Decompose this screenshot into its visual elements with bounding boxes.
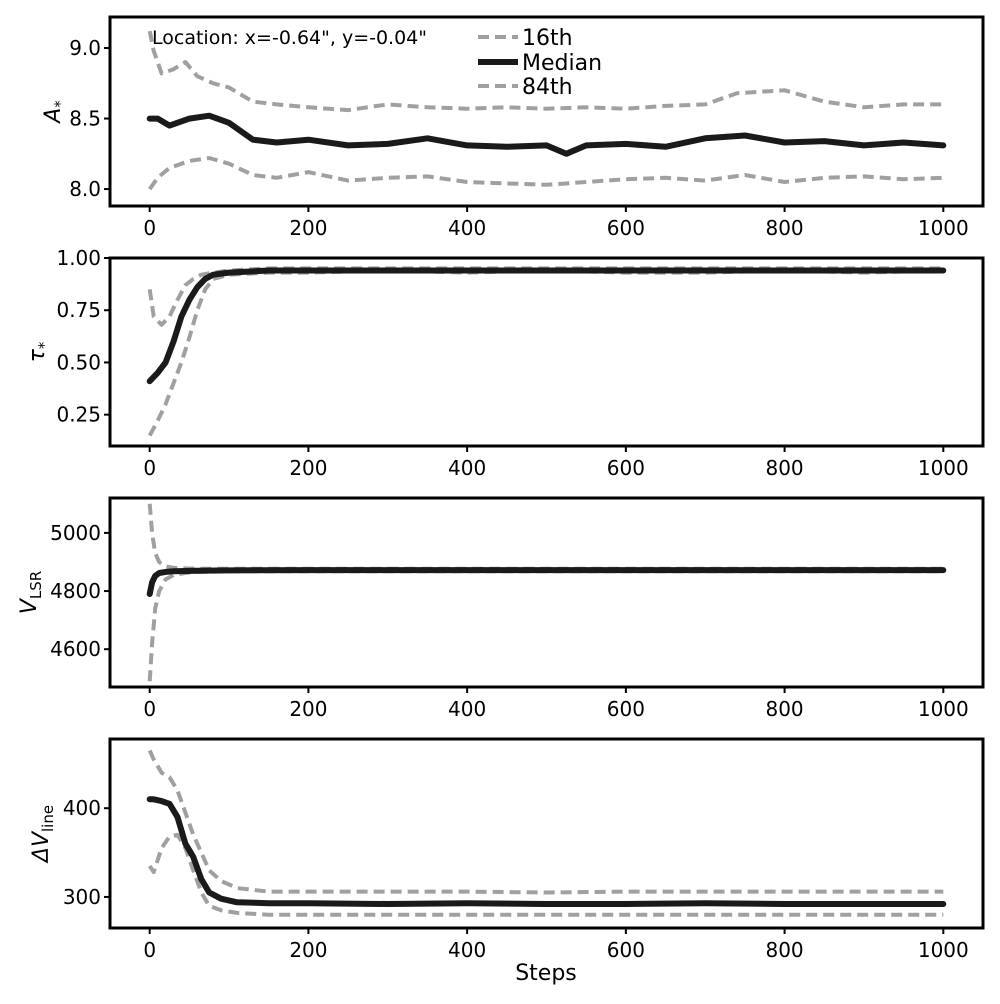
- x-tick-label: 1000: [918, 456, 969, 480]
- x-tick-label: 200: [289, 216, 327, 240]
- x-tick-label: 400: [448, 938, 486, 962]
- x-tick-label: 0: [143, 697, 156, 721]
- series-84th-line: [147, 266, 944, 327]
- series-median-line: [146, 796, 947, 907]
- legend-entry-84th: 84th: [478, 75, 573, 100]
- panel-a-star: 0 200 400 600 800 1000 8.0 8.5 9.0 A*: [41, 15, 985, 240]
- y-tick-label: 8.0: [69, 177, 101, 201]
- y-axis-symbol: V: [17, 597, 42, 614]
- y-tick-label: 0.25: [56, 403, 101, 427]
- tick-layer: 0 200 400 600 800 1000 0.25 0.50 0.75 1.00: [56, 246, 968, 480]
- y-tick-label: 0.75: [56, 298, 101, 322]
- y-tick-label: 4800: [50, 579, 101, 603]
- x-axis-title: Steps: [515, 961, 577, 986]
- y-axis-subscript: *: [51, 100, 69, 108]
- x-tick-label: 1000: [918, 216, 969, 240]
- plot-frame: [108, 15, 985, 208]
- legend-label: 84th: [522, 75, 573, 100]
- legend-label: Median: [522, 51, 602, 76]
- y-tick-label: 4600: [50, 637, 101, 661]
- y-axis-symbol: A: [41, 108, 66, 125]
- series-84th-line: [147, 749, 944, 895]
- panel-tau-star: 0 200 400 600 800 1000 0.25 0.50 0.75 1.00 τ*: [25, 246, 985, 480]
- x-tick-label: 800: [765, 216, 803, 240]
- x-tick-label: 200: [289, 456, 327, 480]
- y-tick-label: 300: [63, 885, 101, 909]
- x-tick-label: 1000: [918, 938, 969, 962]
- series-layer: [146, 266, 947, 437]
- panel-delta-v-line: 0 200 400 600 800 1000 300 400 ΔVline: [29, 737, 985, 962]
- y-axis-symbol: τ: [25, 348, 50, 362]
- series-layer: [146, 30, 947, 191]
- series-16th-line: [148, 832, 944, 917]
- series-16th-line: [147, 268, 944, 437]
- x-tick-label: 600: [607, 697, 645, 721]
- x-tick-label: 0: [143, 216, 156, 240]
- series-layer: [146, 749, 947, 917]
- x-tick-label: 400: [448, 216, 486, 240]
- series-median-line: [146, 567, 947, 597]
- series-16th-line: [148, 156, 944, 191]
- x-tick-label: 400: [448, 456, 486, 480]
- legend: 16th Median 84th: [478, 26, 602, 100]
- x-tick-label: 800: [765, 456, 803, 480]
- series-median-line: [146, 112, 947, 157]
- y-axis-subscript: LSR: [27, 571, 45, 599]
- series-84th-line: [147, 503, 944, 571]
- x-tick-label: 600: [607, 938, 645, 962]
- tick-layer: 0 200 400 600 800 1000 4600 4800 5000: [50, 521, 969, 721]
- y-tick-label: 1.00: [56, 246, 101, 270]
- y-axis-title: A*: [41, 100, 69, 125]
- series-16th-line: [147, 569, 944, 682]
- y-axis-title: VLSR: [17, 571, 45, 614]
- series-median-line: [146, 267, 947, 385]
- x-tick-label: 0: [143, 456, 156, 480]
- plot-frame: [108, 496, 985, 689]
- x-tick-label: 600: [607, 216, 645, 240]
- x-tick-label: 800: [765, 938, 803, 962]
- legend-entry-median: Median: [478, 51, 602, 76]
- y-tick-label: 400: [63, 796, 101, 820]
- y-axis-symbol: ΔV: [29, 830, 54, 864]
- legend-label: 16th: [522, 26, 573, 51]
- tick-layer: 0 200 400 600 800 1000 300 400: [63, 796, 969, 962]
- y-axis-title: τ*: [25, 341, 53, 362]
- panel-v-lsr: 0 200 400 600 800 1000 4600 4800 5000 VLSR: [17, 496, 985, 721]
- series-84th-line: [147, 30, 944, 113]
- x-tick-label: 200: [289, 697, 327, 721]
- y-tick-label: 9.0: [69, 36, 101, 60]
- x-tick-label: 400: [448, 697, 486, 721]
- x-tick-label: 1000: [918, 697, 969, 721]
- x-tick-label: 800: [765, 697, 803, 721]
- y-axis-subscript: line: [39, 805, 57, 832]
- series-layer: [146, 503, 947, 682]
- y-tick-label: 8.5: [69, 107, 101, 131]
- x-tick-label: 200: [289, 938, 327, 962]
- y-axis-subscript: *: [35, 341, 53, 349]
- legend-entry-16th: 16th: [478, 26, 573, 51]
- y-tick-label: 0.50: [56, 350, 101, 374]
- plot-frame: [108, 737, 985, 930]
- plot-frame: [108, 256, 985, 448]
- x-tick-label: 0: [143, 938, 156, 962]
- tick-layer: 0 200 400 600 800 1000 8.0 8.5 9.0: [69, 36, 969, 240]
- y-axis-title: ΔVline: [29, 805, 57, 864]
- y-tick-label: 5000: [50, 521, 101, 545]
- x-tick-label: 600: [607, 456, 645, 480]
- location-annotation: Location: x=-0.64", y=-0.04": [152, 27, 427, 49]
